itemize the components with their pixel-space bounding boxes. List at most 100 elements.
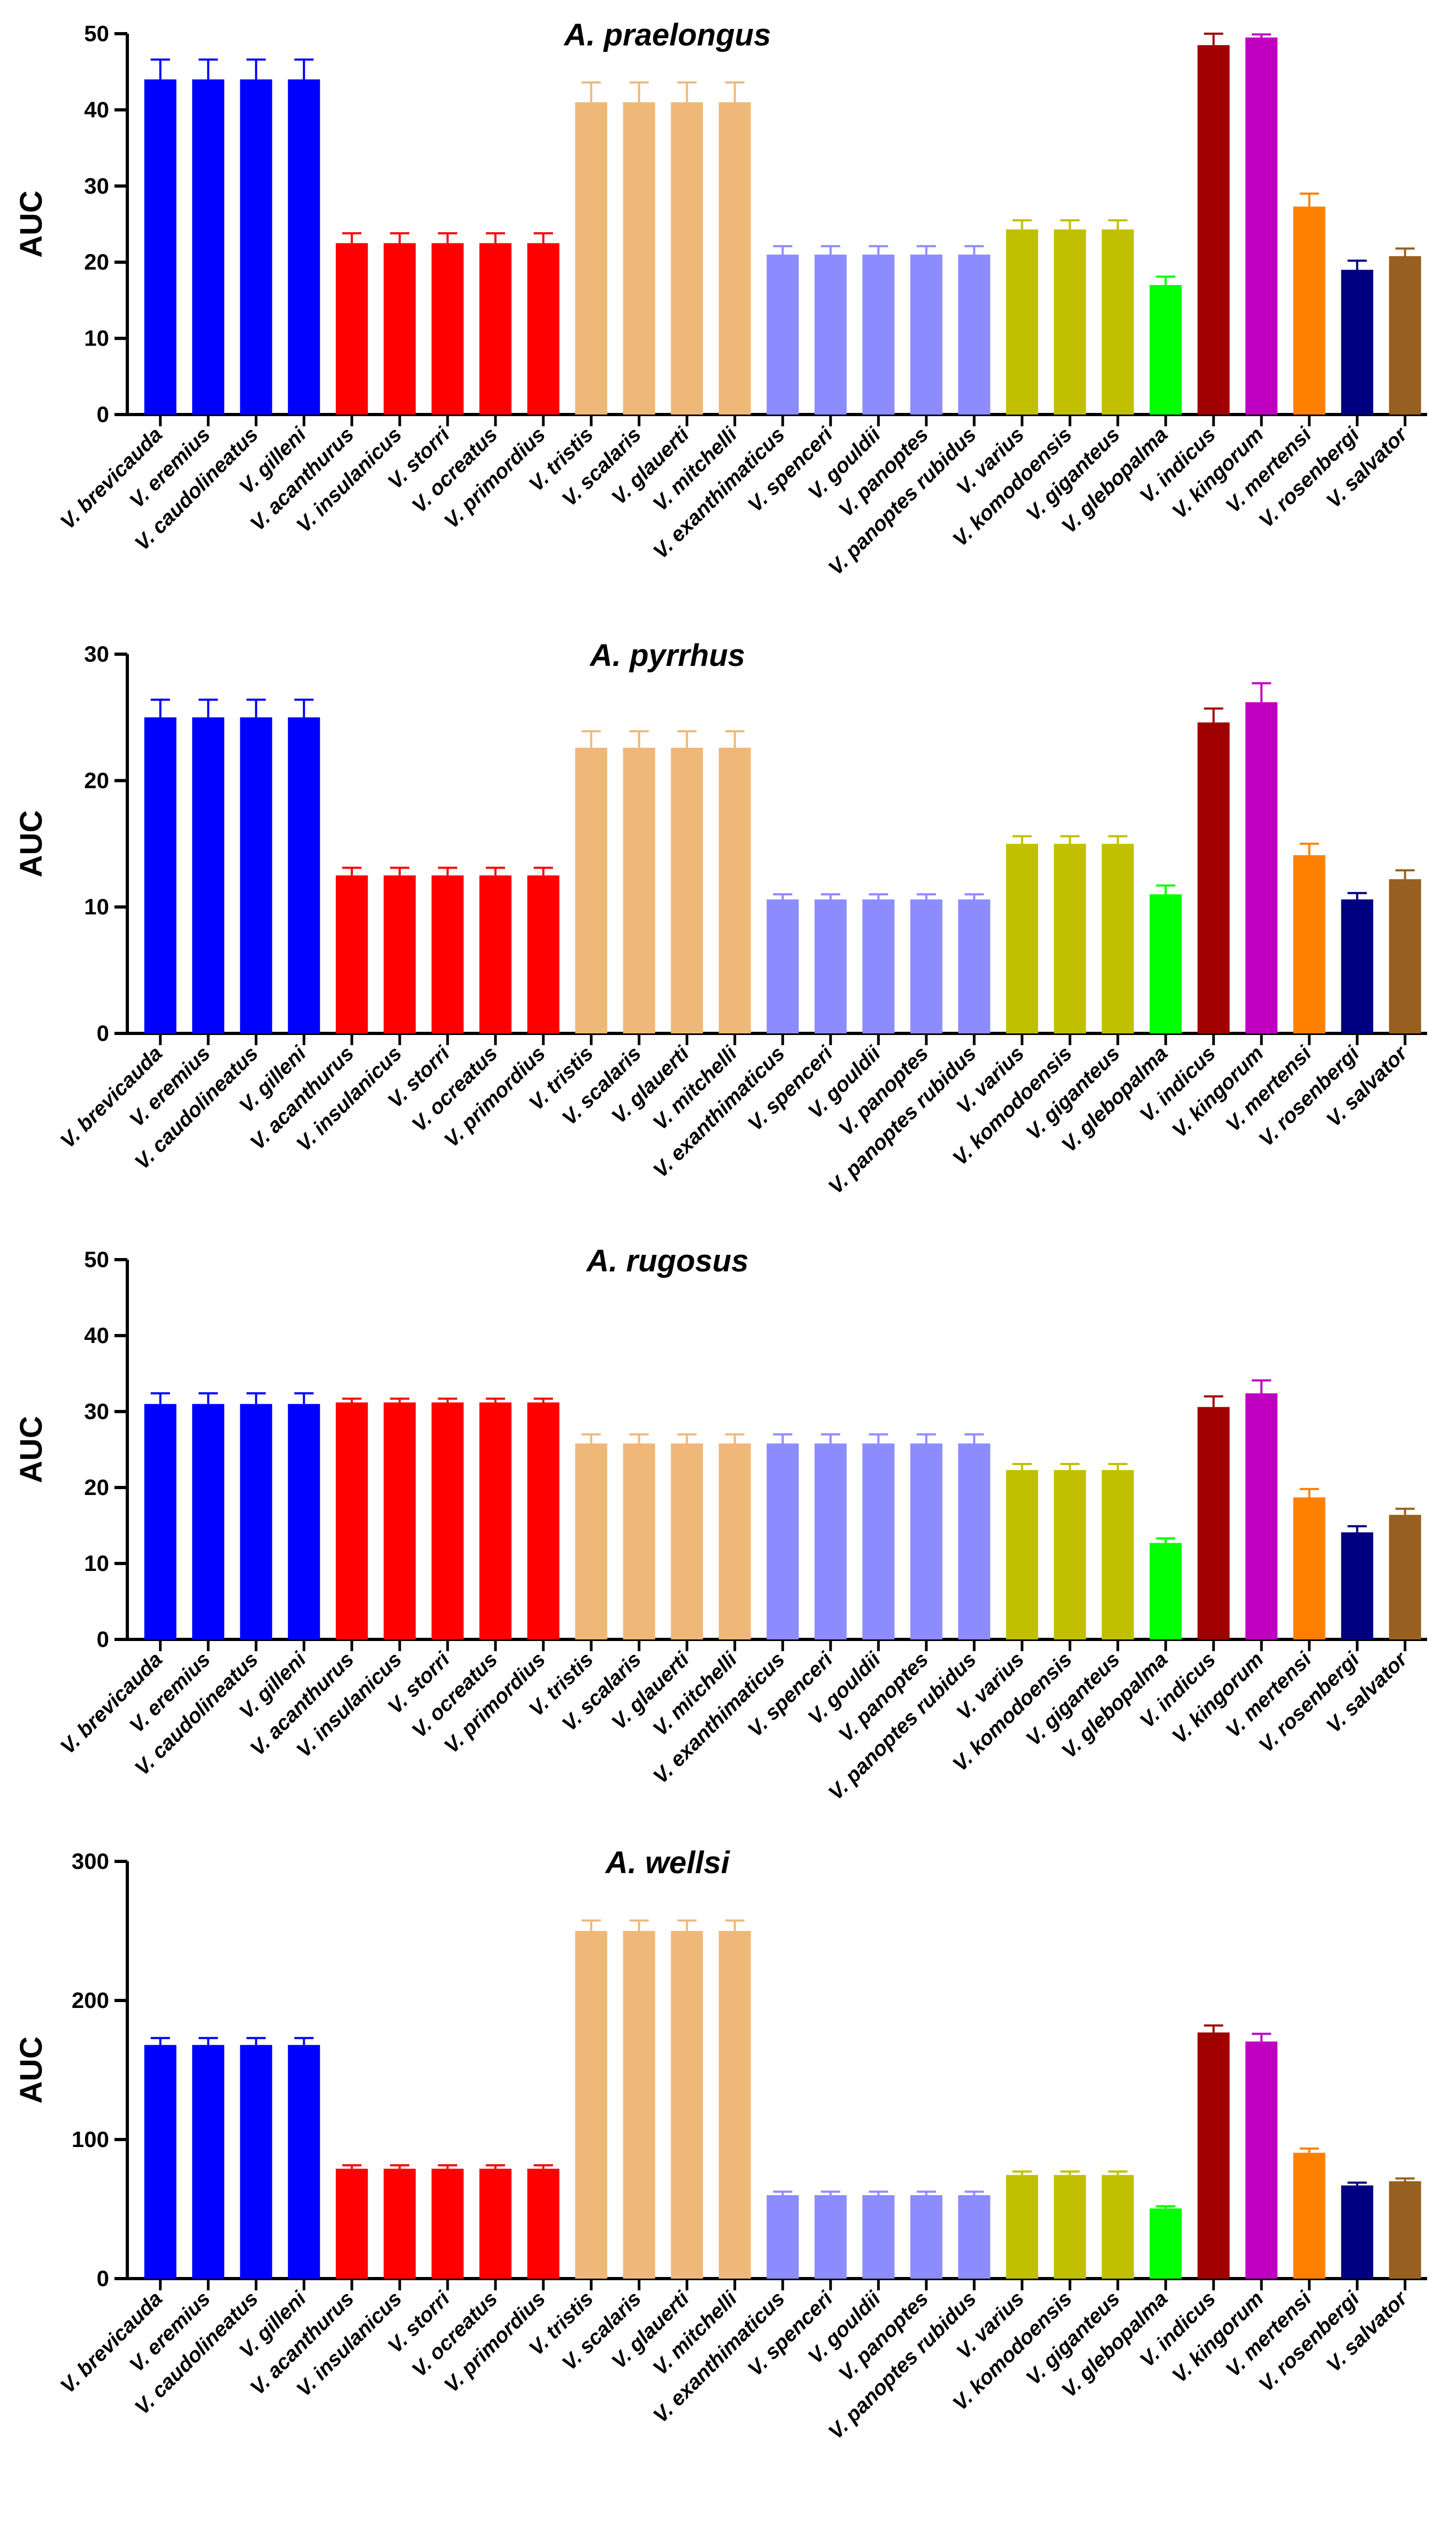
bar bbox=[479, 875, 512, 1033]
bar bbox=[671, 747, 703, 1033]
bar bbox=[671, 1931, 703, 2279]
bar bbox=[1006, 1470, 1038, 1639]
bar bbox=[1101, 229, 1134, 415]
bar bbox=[479, 243, 512, 415]
y-tick-label: 50 bbox=[84, 1247, 109, 1272]
bar bbox=[335, 2168, 368, 2279]
bar bbox=[958, 1443, 991, 1639]
y-tick-label: 30 bbox=[84, 641, 109, 666]
bar bbox=[144, 1404, 177, 1639]
y-tick-label: 50 bbox=[84, 21, 109, 46]
bar bbox=[1150, 1543, 1182, 1639]
bar bbox=[1341, 1532, 1374, 1639]
bar bbox=[623, 1443, 655, 1639]
y-tick-label: 20 bbox=[84, 249, 109, 274]
bar bbox=[384, 2168, 416, 2279]
y-tick-label: 200 bbox=[72, 1988, 109, 2013]
bar bbox=[335, 243, 368, 415]
chart-title: A. rugosus bbox=[586, 1244, 749, 1278]
bar bbox=[384, 243, 416, 415]
bar bbox=[192, 79, 225, 415]
bar bbox=[1101, 844, 1134, 1033]
bar bbox=[1341, 270, 1374, 415]
bar bbox=[1150, 285, 1182, 415]
bar bbox=[575, 747, 608, 1033]
bar bbox=[240, 2045, 272, 2279]
y-axis-label: AUC bbox=[14, 2036, 49, 2104]
bar bbox=[527, 1402, 560, 1639]
bar bbox=[767, 2195, 799, 2279]
bar bbox=[288, 79, 320, 415]
bar bbox=[623, 102, 655, 415]
y-axis-label: AUC bbox=[14, 190, 49, 258]
bar bbox=[192, 1404, 225, 1639]
y-axis-label: AUC bbox=[14, 1416, 49, 1483]
y-axis-label: AUC bbox=[14, 810, 49, 878]
bar bbox=[958, 254, 991, 415]
bar bbox=[335, 875, 368, 1033]
bar bbox=[1389, 1515, 1421, 1639]
bar bbox=[431, 2168, 464, 2279]
y-tick-label: 0 bbox=[97, 402, 109, 427]
bar bbox=[192, 2045, 225, 2279]
y-tick-label: 0 bbox=[97, 1021, 109, 1046]
y-tick-label: 10 bbox=[84, 1551, 109, 1576]
bar bbox=[431, 1402, 464, 1639]
bar bbox=[240, 1404, 272, 1639]
chart-title: A. wellsi bbox=[604, 1845, 731, 1880]
bar bbox=[1245, 1393, 1278, 1639]
bar bbox=[718, 747, 751, 1033]
bar bbox=[1245, 2041, 1278, 2279]
bar bbox=[288, 1404, 320, 1639]
bar bbox=[1054, 2175, 1086, 2279]
chart-title: A. pyrrhus bbox=[589, 638, 745, 673]
bar bbox=[718, 1443, 751, 1639]
bar bbox=[1101, 1470, 1134, 1639]
bar bbox=[240, 717, 272, 1033]
bar bbox=[910, 899, 942, 1033]
bar bbox=[1245, 702, 1278, 1033]
bar bbox=[479, 1402, 512, 1639]
bar bbox=[767, 254, 799, 415]
bar bbox=[192, 717, 225, 1033]
bar bbox=[384, 875, 416, 1033]
bar bbox=[671, 1443, 703, 1639]
bar bbox=[527, 2168, 560, 2279]
bar bbox=[862, 899, 895, 1033]
bar bbox=[1293, 855, 1325, 1033]
bar bbox=[527, 875, 560, 1033]
bar bbox=[479, 2168, 512, 2279]
bar bbox=[1197, 2032, 1230, 2279]
bar bbox=[575, 102, 608, 415]
bar bbox=[814, 2195, 847, 2279]
y-tick-label: 10 bbox=[84, 894, 109, 919]
y-tick-label: 100 bbox=[72, 2127, 109, 2152]
bar bbox=[1150, 2208, 1182, 2279]
bar bbox=[1101, 2175, 1134, 2279]
y-tick-label: 300 bbox=[72, 1849, 109, 1874]
chart-title: A. praelongus bbox=[563, 18, 771, 52]
bar bbox=[1245, 37, 1278, 415]
bar bbox=[862, 254, 895, 415]
y-tick-label: 40 bbox=[84, 1323, 109, 1348]
bar bbox=[144, 79, 177, 415]
y-tick-label: 20 bbox=[84, 1475, 109, 1500]
bar bbox=[1006, 2175, 1038, 2279]
bar bbox=[862, 2195, 895, 2279]
bar bbox=[288, 2045, 320, 2279]
y-tick-label: 20 bbox=[84, 768, 109, 793]
bar bbox=[958, 899, 991, 1033]
bar bbox=[240, 79, 272, 415]
bar bbox=[767, 1443, 799, 1639]
y-tick-label: 40 bbox=[84, 97, 109, 122]
bar bbox=[1389, 256, 1421, 415]
bar bbox=[718, 102, 751, 415]
y-tick-label: 30 bbox=[84, 173, 109, 198]
bar bbox=[910, 2195, 942, 2279]
bar bbox=[910, 1443, 942, 1639]
